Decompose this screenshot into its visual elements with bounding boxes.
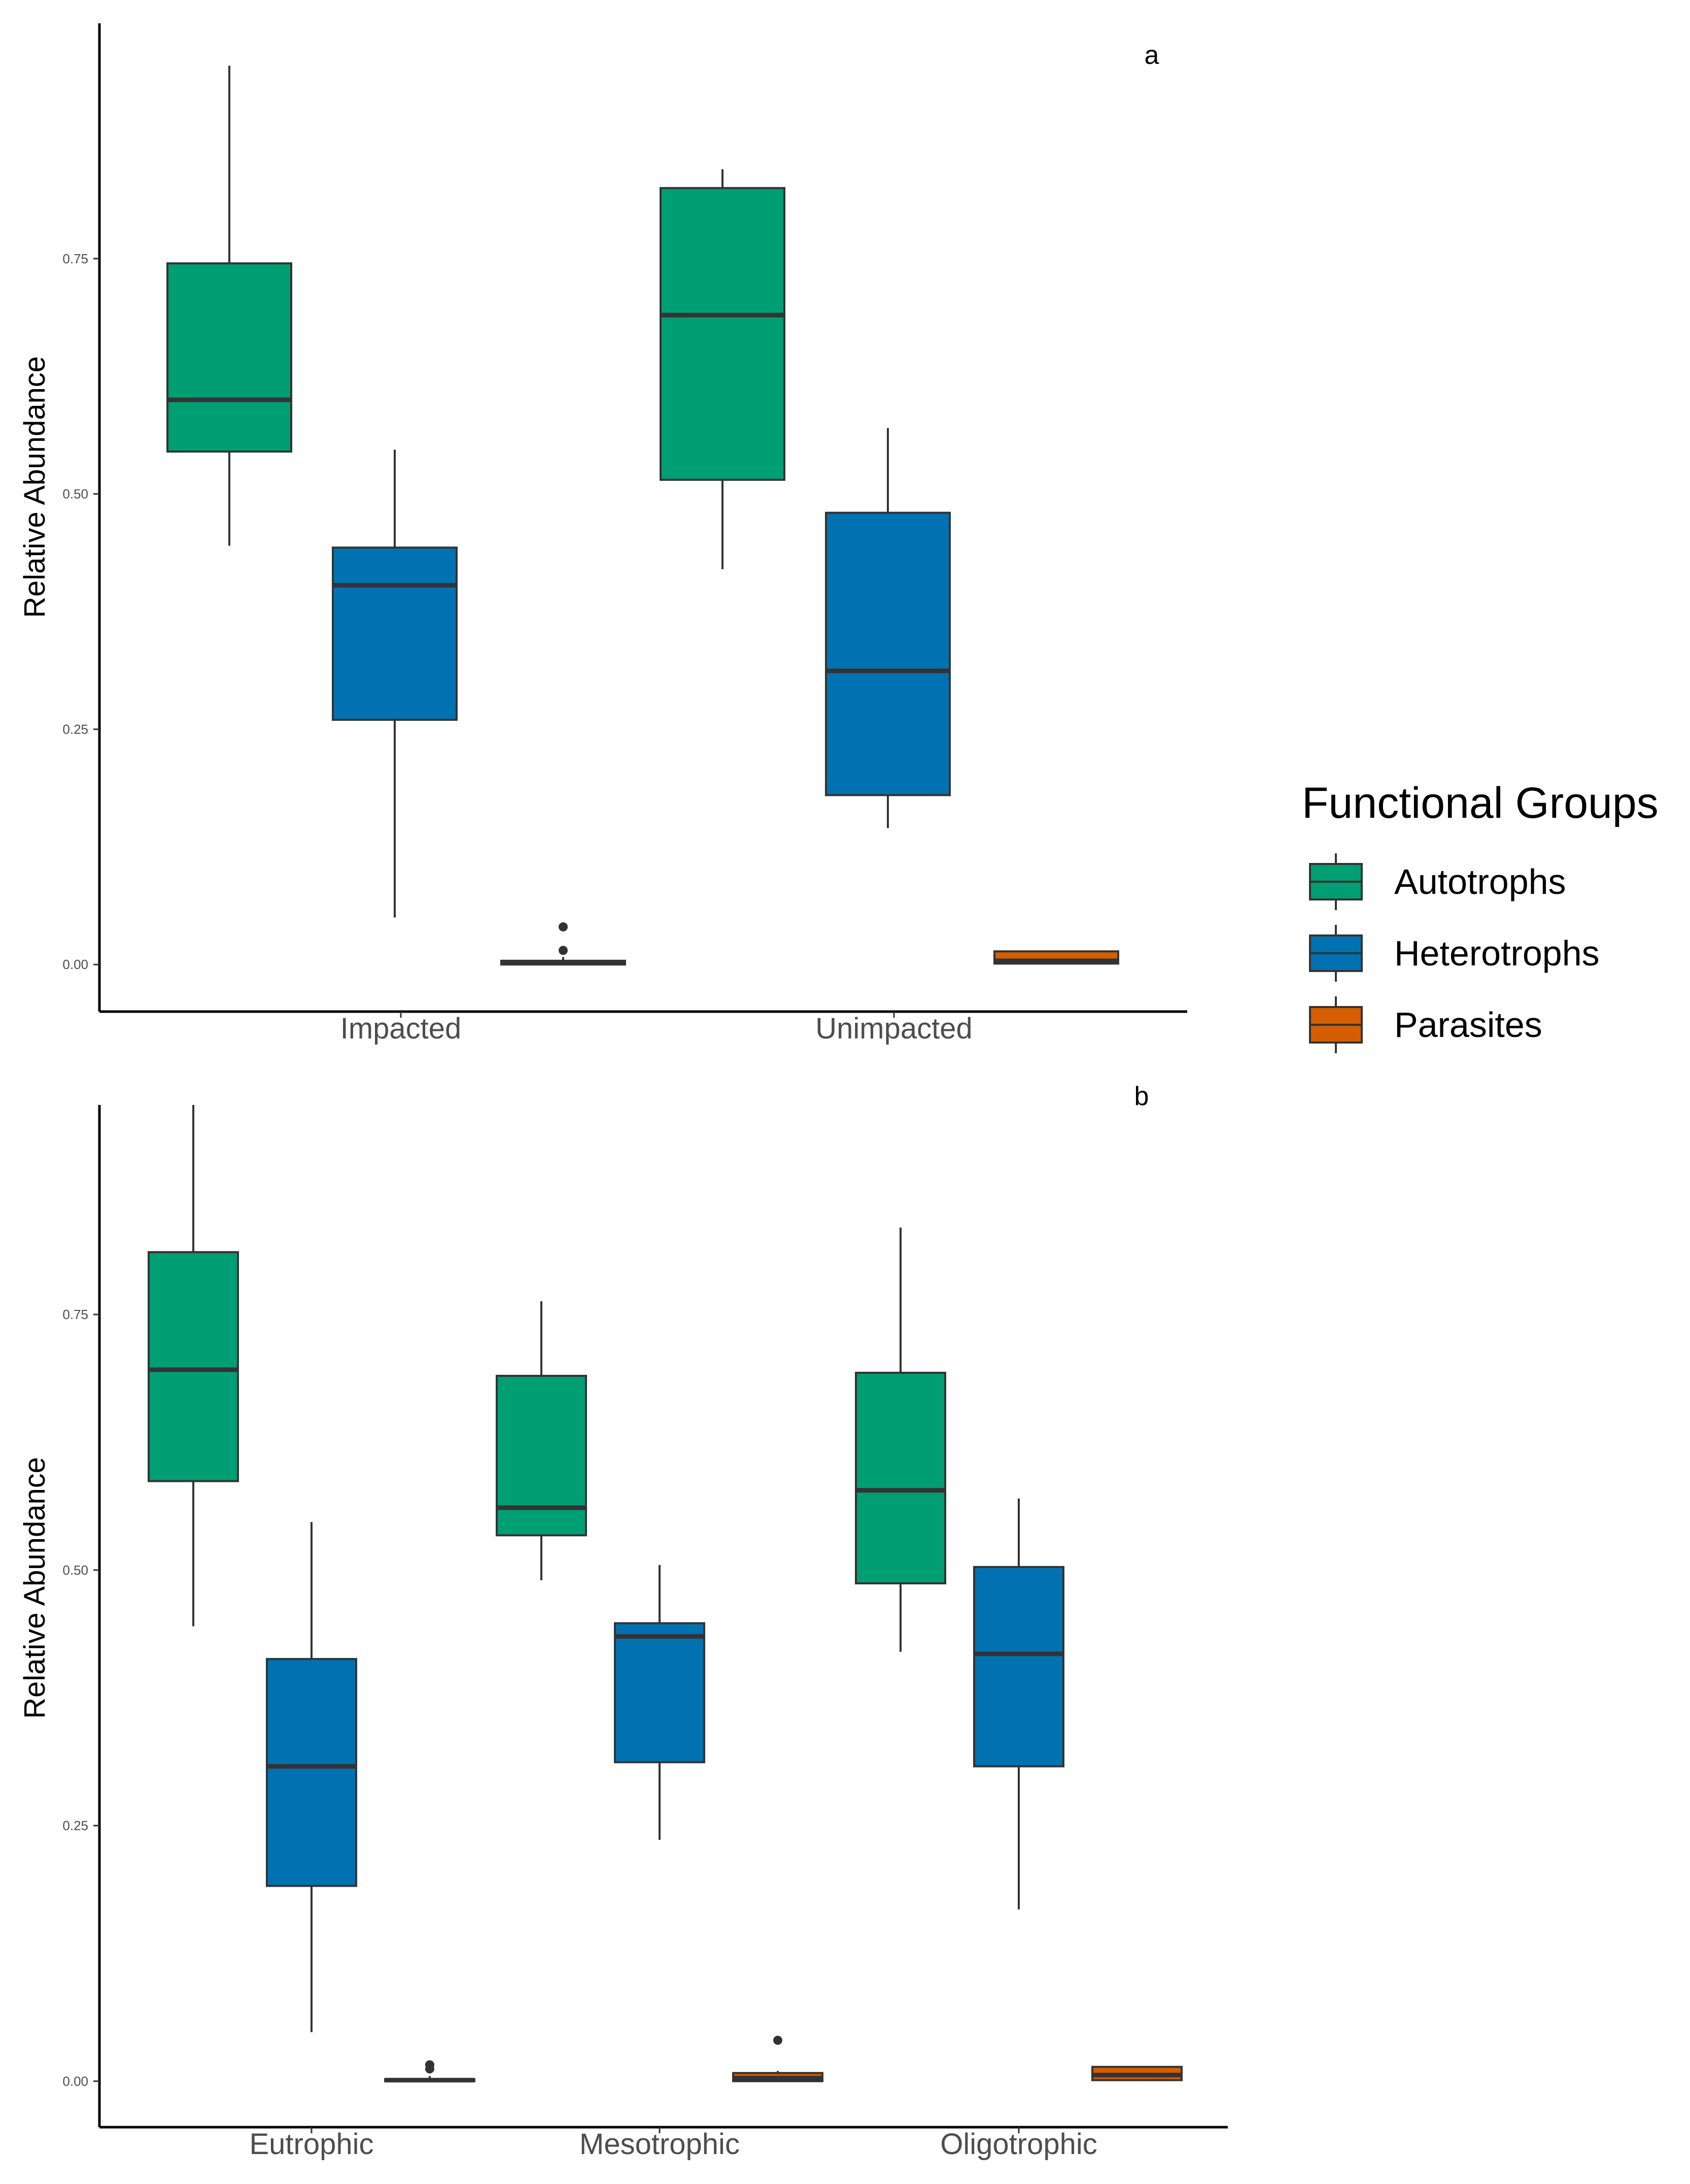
panel-a-y-tick-label: 0.75 [62,251,88,266]
panel-a-parasites-impacted-outlier [559,946,568,955]
panel-a-marks [166,65,1119,966]
legend-label-autotrophs: Autotrophs [1394,862,1566,902]
panel-b-x-tick-label-mesotrophic: Mesotrophic [579,2128,740,2161]
panel-b: 0.00 0.25 0.50 0.75 Eutrophic Mesotrophic Oli… [18,1082,1228,2161]
panel-a-x-tick-label-unimpacted: Unimpacted [815,1012,972,1045]
panel-a-y-ticks: 0.00 0.25 0.50 0.75 [62,251,99,972]
panel-a-parasites-impacted-box [500,922,626,966]
panel-a-y-tick-label: 0.50 [62,487,88,502]
panel-b-y-ticks: 0.00 0.25 0.50 0.75 [62,1307,99,2089]
legend-label-parasites: Parasites [1394,1005,1542,1045]
panel-a-parasites-unimpacted-box [993,950,1119,965]
panel-b-x-tick-label-eutrophic: Eutrophic [249,2128,373,2161]
panel-b-y-tick-label: 0.25 [62,1818,88,1833]
panel-b-parasites-oligotrophic-box [1091,2066,1183,2082]
panel-b-autotrophs-eutrophic-box [148,1105,239,1626]
panel-a-autotrophs-impacted-iqr [166,262,292,453]
panel-a-x-tick-label-impacted: Impacted [340,1012,462,1045]
panel-a-autotrophs-unimpacted-box [660,169,785,570]
legend-label-heterotrophs: Heterotrophs [1394,933,1600,973]
panel-b-heterotrophs-mesotrophic-iqr [614,1622,705,1763]
panel-b-heterotrophs-oligotrophic-iqr [973,1566,1064,1767]
panel-b-parasites-mesotrophic-outlier [773,2035,782,2045]
panel-b-autotrophs-oligotrophic-box [855,1227,946,1652]
panel-b-heterotrophs-eutrophic-box [266,1522,357,2032]
panel-a-parasites-impacted-outlier [559,922,568,932]
panel-a: 0.00 0.25 0.50 0.75 Impacted Unimpacted Rela… [18,23,1187,1045]
panel-b-y-tick-label: 0.50 [62,1563,88,1578]
panel-a-y-tick-label: 0.00 [62,957,88,972]
panel-b-parasites-eutrophic-outlier [425,2060,434,2070]
legend-key-parasites [1309,996,1363,1053]
panel-b-autotrophs-mesotrophic-box [496,1301,587,1580]
panel-b-marks [148,1105,1183,2083]
panel-a-heterotrophs-impacted-box [332,449,458,918]
panel-a-heterotrophs-unimpacted-iqr [825,511,951,796]
panel-b-x-ticks: Eutrophic Mesotrophic Oligotrophic [249,2127,1097,2161]
panel-b-x-tick-label-oligotrophic: Oligotrophic [940,2128,1097,2161]
panel-a-y-axis-title: Relative Abundance [18,356,51,618]
legend-keys [1309,853,1363,1053]
panel-a-autotrophs-impacted-box [166,65,292,546]
panel-b-heterotrophs-mesotrophic-box [614,1565,705,1840]
panel-b-parasites-mesotrophic-box [732,2035,823,2083]
panel-b-heterotrophs-eutrophic-iqr [266,1658,357,1887]
panel-b-tag: b [1134,1082,1149,1111]
panel-b-y-tick-label: 0.00 [62,2073,88,2089]
legend: Functional Groups Autotrophs Heterotroph… [1302,779,1659,1053]
panel-a-x-ticks: Impacted Unimpacted [340,1012,973,1045]
panel-b-parasites-eutrophic-box [384,2060,475,2083]
panel-b-y-axis-title: Relative Abundance [18,1457,51,1719]
legend-title: Functional Groups [1302,779,1659,827]
panel-a-heterotrophs-unimpacted-box [825,428,951,828]
panel-a-y-tick-label: 0.25 [62,721,88,737]
panel-b-heterotrophs-oligotrophic-box [973,1498,1064,1910]
panel-a-autotrophs-unimpacted-iqr [660,187,785,481]
legend-key-autotrophs [1309,853,1363,910]
panel-b-autotrophs-eutrophic-iqr [148,1251,239,1482]
panel-a-heterotrophs-impacted-iqr [332,546,458,721]
panel-b-autotrophs-oligotrophic-iqr [855,1371,946,1585]
panel-a-tag: a [1145,41,1159,70]
legend-key-heterotrophs [1309,925,1363,982]
panel-b-y-tick-label: 0.75 [62,1307,88,1322]
panel-b-autotrophs-mesotrophic-iqr [496,1374,587,1537]
